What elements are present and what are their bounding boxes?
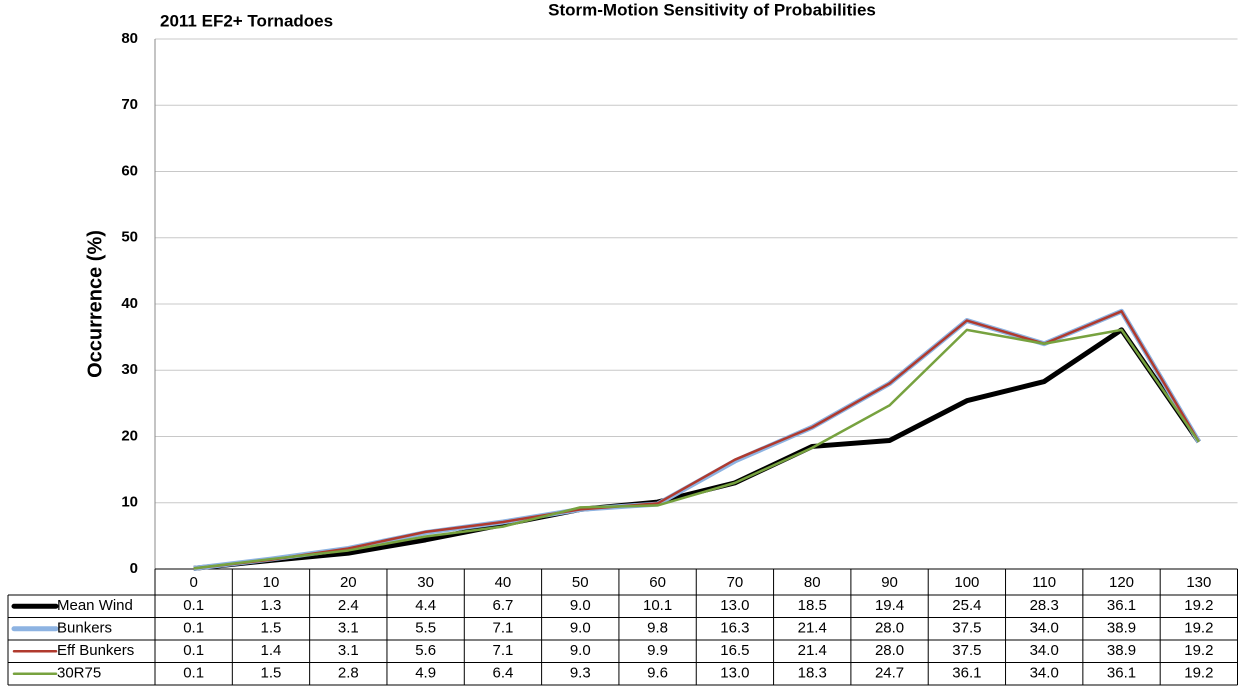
legend-label: 30R75: [57, 665, 101, 682]
x-tick-label: 70: [727, 574, 744, 591]
x-tick-label: 110: [1032, 574, 1056, 591]
chart-title: Storm-Motion Sensitivity of Probabilitie…: [548, 0, 876, 19]
y-tick-label: 0: [130, 560, 138, 577]
table-value: 5.5: [415, 620, 436, 637]
table-value: 37.5: [952, 620, 981, 637]
table-value: 18.5: [798, 597, 827, 614]
table-value: 9.3: [570, 665, 591, 682]
table-value: 19.2: [1184, 597, 1213, 614]
table-value: 34.0: [1030, 642, 1059, 659]
table-value: 2.4: [338, 597, 359, 614]
table-value: 21.4: [798, 642, 827, 659]
y-tick-label: 40: [121, 295, 138, 312]
y-tick-label: 80: [121, 30, 138, 47]
table-value: 18.3: [798, 665, 827, 682]
x-tick-label: 50: [572, 574, 589, 591]
table-value: 19.4: [875, 597, 904, 614]
table-value: 2.8: [338, 665, 359, 682]
y-tick-label: 50: [121, 229, 138, 246]
x-tick-label: 20: [340, 574, 357, 591]
table-value: 1.5: [261, 620, 282, 637]
x-tick-label: 30: [417, 574, 434, 591]
table-value: 4.4: [415, 597, 436, 614]
table-value: 36.1: [952, 665, 981, 682]
table-value: 0.1: [183, 620, 204, 637]
table-value: 7.1: [493, 620, 514, 637]
table-value: 16.5: [720, 642, 749, 659]
table-value: 1.3: [261, 597, 282, 614]
table-value: 6.4: [493, 665, 514, 682]
table-value: 9.0: [570, 620, 591, 637]
x-tick-label: 130: [1186, 574, 1211, 591]
y-tick-label: 20: [121, 427, 138, 444]
table-value: 0.1: [183, 642, 204, 659]
x-tick-label: 10: [263, 574, 280, 591]
table-value: 19.2: [1184, 642, 1213, 659]
table-value: 34.0: [1030, 665, 1059, 682]
x-tick-label: 100: [954, 574, 979, 591]
table-value: 16.3: [720, 620, 749, 637]
table-value: 21.4: [798, 620, 827, 637]
table-value: 4.9: [415, 665, 436, 682]
table-value: 19.2: [1184, 665, 1213, 682]
table-value: 0.1: [183, 597, 204, 614]
table-value: 19.2: [1184, 620, 1213, 637]
legend-label: Eff Bunkers: [57, 642, 134, 659]
x-tick-label: 90: [881, 574, 898, 591]
table-value: 25.4: [952, 597, 981, 614]
table-value: 37.5: [952, 642, 981, 659]
table-value: 9.0: [570, 642, 591, 659]
legend-label: Mean Wind: [57, 597, 133, 614]
y-tick-label: 10: [121, 494, 138, 511]
series-line: [193, 327, 1201, 571]
table-value: 36.1: [1107, 597, 1136, 614]
table-value: 13.0: [720, 665, 749, 682]
y-axis-label: Occurrence (%): [84, 230, 106, 378]
series-line: [193, 328, 1200, 570]
series-line: [193, 308, 1201, 571]
table-value: 28.0: [875, 620, 904, 637]
table-value: 28.3: [1030, 597, 1059, 614]
table-value: 9.0: [570, 597, 591, 614]
table-value: 0.1: [183, 665, 204, 682]
x-tick-label: 120: [1109, 574, 1134, 591]
y-tick-label: 30: [121, 361, 138, 378]
table-value: 28.0: [875, 642, 904, 659]
series-line: [193, 310, 1200, 570]
chart-subtitle: 2011 EF2+ Tornadoes: [160, 11, 333, 30]
table-value: 38.9: [1107, 642, 1136, 659]
table-value: 1.4: [261, 642, 282, 659]
table-value: 38.9: [1107, 620, 1136, 637]
y-tick-label: 70: [121, 96, 138, 113]
table-value: 34.0: [1030, 620, 1059, 637]
table-value: 3.1: [338, 642, 359, 659]
table-value: 3.1: [338, 620, 359, 637]
table-value: 5.6: [415, 642, 436, 659]
table-value: 9.8: [647, 620, 668, 637]
table-value: 9.9: [647, 642, 668, 659]
table-value: 6.7: [493, 597, 514, 614]
x-tick-label: 80: [804, 574, 821, 591]
x-tick-label: 60: [649, 574, 666, 591]
table-value: 7.1: [493, 642, 514, 659]
table-value: 1.5: [261, 665, 282, 682]
table-value: 24.7: [875, 665, 904, 682]
x-tick-label: 40: [495, 574, 512, 591]
legend-label: Bunkers: [57, 620, 112, 637]
table-value: 36.1: [1107, 665, 1136, 682]
table-value: 10.1: [643, 597, 672, 614]
y-tick-label: 60: [121, 162, 138, 179]
x-tick-label: 0: [189, 574, 197, 591]
table-value: 13.0: [720, 597, 749, 614]
table-value: 9.6: [647, 665, 668, 682]
